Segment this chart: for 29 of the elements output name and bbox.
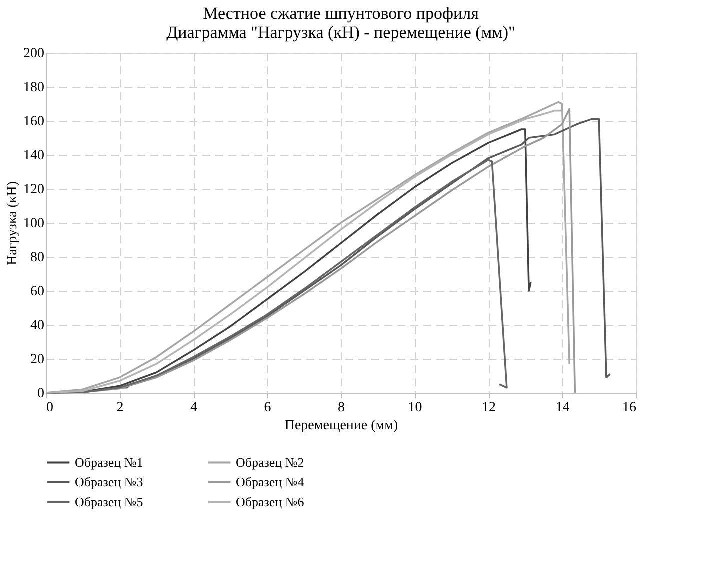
text: Диаграмма "Нагрузка (кН) - перемещение (мм)" bbox=[166, 23, 516, 42]
legend-label: Образец №6 bbox=[236, 494, 305, 510]
x-tick-label: 8 bbox=[338, 400, 345, 416]
y-tick-label: 60 bbox=[30, 284, 44, 300]
legend-label: Образец №1 bbox=[75, 454, 144, 470]
y-tick-label: 0 bbox=[38, 386, 44, 402]
text: Местное сжатие шпунтового профиля bbox=[203, 4, 479, 23]
x-tick-label: 6 bbox=[264, 400, 272, 416]
legend-label: Образец №3 bbox=[75, 474, 144, 490]
x-axis-title: Перемещение (мм) bbox=[284, 418, 399, 434]
x-tick-label: 2 bbox=[116, 400, 124, 416]
x-tick-label: 12 bbox=[482, 400, 496, 416]
y-tick-label: 160 bbox=[24, 114, 44, 130]
y-tick-label: 80 bbox=[30, 250, 44, 266]
legend-label: Образец №5 bbox=[75, 494, 144, 510]
y-tick-label: 180 bbox=[24, 80, 44, 96]
x-tick-label: 14 bbox=[556, 400, 570, 416]
y-tick-label: 200 bbox=[24, 46, 44, 62]
y-axis-title: Нагрузка (кН) bbox=[6, 181, 20, 266]
y-tick-label: 120 bbox=[24, 182, 44, 198]
legend-label: Образец №2 bbox=[236, 454, 304, 470]
x-tick-label: 4 bbox=[190, 400, 198, 416]
x-tick-label: 16 bbox=[622, 400, 636, 416]
y-tick-label: 140 bbox=[24, 148, 44, 164]
y-tick-label: 40 bbox=[30, 318, 44, 334]
x-tick-label: 10 bbox=[408, 400, 422, 416]
legend-label: Образец №4 bbox=[236, 474, 305, 490]
y-tick-label: 100 bbox=[24, 216, 44, 232]
y-tick-label: 20 bbox=[30, 352, 44, 368]
